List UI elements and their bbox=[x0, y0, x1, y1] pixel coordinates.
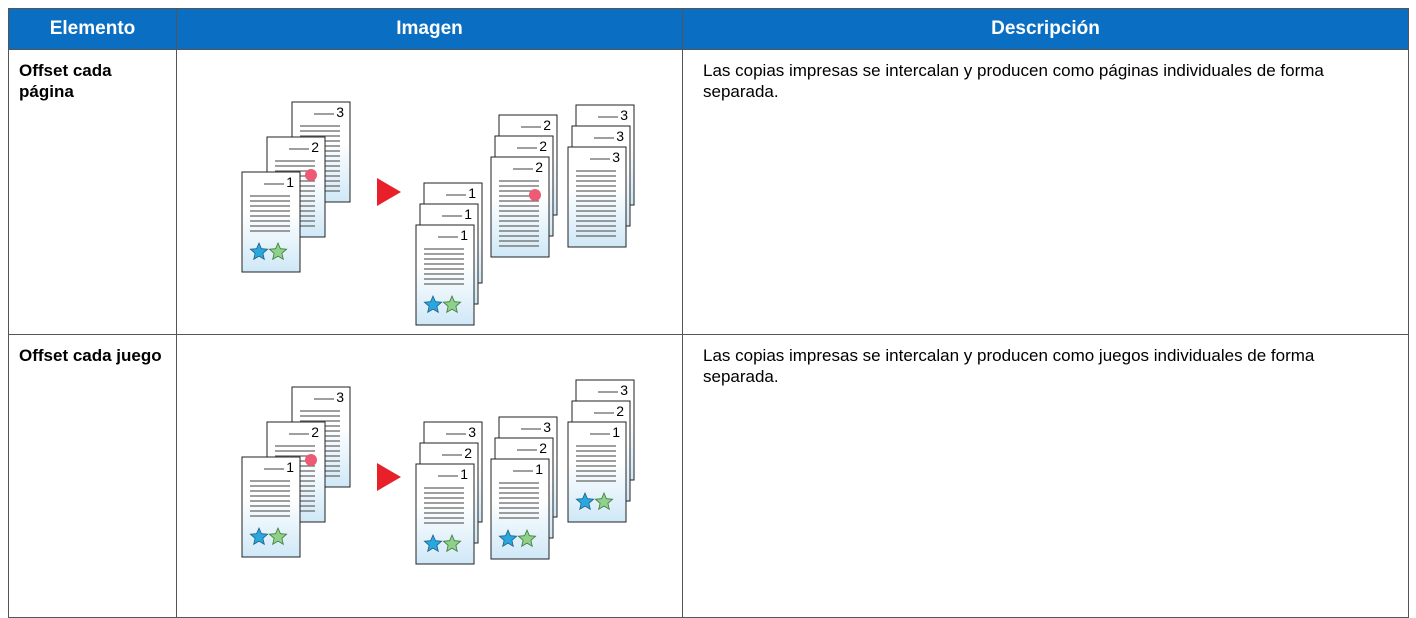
page-number: 3 bbox=[543, 419, 551, 435]
star bbox=[594, 491, 614, 511]
page-number: 2 bbox=[539, 440, 547, 456]
marker-dot bbox=[305, 454, 317, 466]
image-cell: 3 2 1 1 1 1 2 2 2 3 3 3 bbox=[176, 49, 683, 335]
page-number: 3 bbox=[336, 104, 344, 120]
page-number: 2 bbox=[616, 403, 624, 419]
item-cell: Offset cada página bbox=[8, 49, 177, 335]
page-number: 3 bbox=[620, 107, 628, 123]
marker-dot bbox=[305, 169, 317, 181]
star bbox=[517, 528, 537, 548]
image-cell: 3 2 1 3 2 1 3 2 1 3 2 1 bbox=[176, 334, 683, 618]
page bbox=[415, 224, 475, 326]
page bbox=[241, 171, 301, 273]
header-cell: Elemento bbox=[8, 8, 177, 50]
page bbox=[241, 456, 301, 558]
page-number: 1 bbox=[612, 424, 620, 440]
star bbox=[249, 526, 269, 546]
star bbox=[268, 241, 288, 261]
page-number: 2 bbox=[539, 138, 547, 154]
page-number: 2 bbox=[311, 424, 319, 440]
page bbox=[567, 146, 627, 248]
page-number: 2 bbox=[311, 139, 319, 155]
star bbox=[249, 241, 269, 261]
description-cell: Las copias impresas se intercalan y prod… bbox=[682, 49, 1409, 335]
page-number: 3 bbox=[468, 424, 476, 440]
star bbox=[442, 294, 462, 314]
page-number: 3 bbox=[336, 389, 344, 405]
page bbox=[490, 458, 550, 560]
page-number: 1 bbox=[468, 185, 476, 201]
page-number: 3 bbox=[620, 382, 628, 398]
star bbox=[268, 526, 288, 546]
page-number: 1 bbox=[460, 466, 468, 482]
page-number: 3 bbox=[616, 128, 624, 144]
page bbox=[490, 156, 550, 258]
arrow bbox=[377, 178, 401, 206]
illustration: 3 2 1 1 1 1 2 2 2 3 3 3 bbox=[241, 101, 635, 326]
item-cell: Offset cada juego bbox=[8, 334, 177, 618]
star bbox=[442, 533, 462, 553]
page-number: 3 bbox=[612, 149, 620, 165]
page-number: 1 bbox=[464, 206, 472, 222]
header-cell: Descripción bbox=[682, 8, 1409, 50]
arrow bbox=[377, 463, 401, 491]
description-cell: Las copias impresas se intercalan y prod… bbox=[682, 334, 1409, 618]
page bbox=[567, 421, 627, 523]
page-number: 1 bbox=[460, 227, 468, 243]
settings-table: Elemento Imagen Descripción Offset cada … bbox=[8, 8, 1409, 618]
row: Offset cada juego 3 2 1 3 2 1 3 2 1 3 2 1 Las copia… bbox=[8, 334, 1409, 618]
page-number: 1 bbox=[286, 459, 294, 475]
header-cell: Imagen bbox=[176, 8, 683, 50]
page bbox=[415, 463, 475, 565]
page-number: 1 bbox=[535, 461, 543, 477]
star bbox=[423, 533, 443, 553]
page-number: 2 bbox=[464, 445, 472, 461]
star bbox=[498, 528, 518, 548]
header-row: Elemento Imagen Descripción bbox=[8, 8, 1409, 50]
page-number: 1 bbox=[286, 174, 294, 190]
star bbox=[575, 491, 595, 511]
page-number: 2 bbox=[535, 159, 543, 175]
marker-dot bbox=[529, 189, 541, 201]
page-number: 2 bbox=[543, 117, 551, 133]
star bbox=[423, 294, 443, 314]
illustration: 3 2 1 3 2 1 3 2 1 3 2 1 bbox=[241, 379, 635, 565]
row: Offset cada página 3 2 1 1 1 1 2 2 2 3 3 3 Las copi… bbox=[8, 49, 1409, 335]
